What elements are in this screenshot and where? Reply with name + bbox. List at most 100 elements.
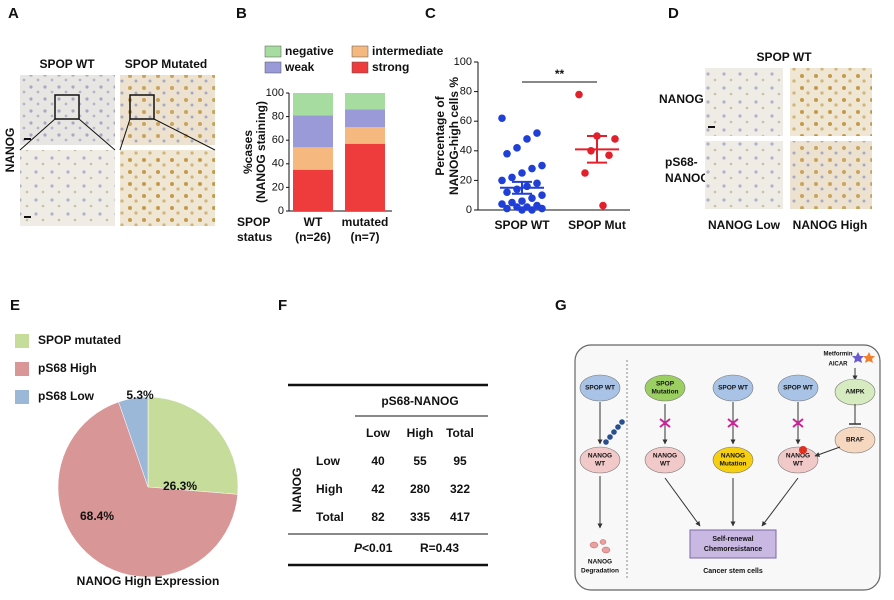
node-label: SPOP WT (585, 385, 615, 392)
y-axis-label: NANOG-high cells % (447, 77, 461, 195)
cell: 322 (450, 482, 470, 496)
cell: 42 (371, 482, 385, 496)
y-tick-label: 80 (460, 86, 472, 98)
bar-segment (345, 143, 385, 211)
row-label: NANOG (659, 92, 704, 106)
panel-label: A (8, 5, 19, 22)
fragments (589, 539, 611, 554)
y-tick-label: 0 (278, 205, 284, 217)
point (528, 164, 536, 173)
panel-d: SPOP WT NANOG pS68- NANOG NANOG Low NANO… (659, 50, 872, 232)
node-label: WT (595, 461, 605, 468)
y-tick-label: 40 (460, 145, 472, 157)
bar-segment (293, 115, 333, 148)
point (508, 173, 516, 182)
cell: 55 (413, 454, 427, 468)
x-tick-label: mutated (342, 215, 389, 229)
point (611, 135, 619, 143)
node-label: SPOP WT (718, 385, 748, 392)
cell: 280 (410, 482, 430, 496)
caption: Cancer stem cells (703, 568, 763, 575)
cell: 335 (410, 510, 430, 524)
y-tick-label: 20 (460, 174, 472, 186)
scale-bar (24, 216, 31, 218)
x-tick-sublabel: (n=7) (350, 230, 379, 244)
data-label: 26.3% (163, 479, 197, 493)
bar-segment (345, 127, 385, 144)
cell: 417 (450, 510, 470, 524)
point (575, 90, 583, 99)
bar-segment (293, 93, 333, 116)
outcome-box (689, 529, 777, 559)
ubiquitin-chain (603, 419, 625, 445)
panel-label: G (555, 297, 567, 314)
micrograph (790, 141, 872, 209)
micrograph (20, 150, 115, 226)
point (518, 206, 526, 214)
point (518, 169, 526, 177)
point (538, 161, 546, 170)
scale-bar (708, 126, 715, 128)
y-axis-label: (NANOG staining) (254, 101, 268, 203)
outcome-label: Chemoresistance (704, 546, 762, 553)
x-tick-label: WT (304, 215, 323, 229)
legend-swatch (264, 45, 282, 58)
r-value: R=0.43 (420, 541, 459, 555)
node (579, 446, 621, 474)
phospho (799, 446, 807, 454)
node (834, 426, 876, 454)
point (503, 188, 511, 197)
point (498, 114, 506, 123)
x-tick-sublabel: (n=26) (295, 230, 331, 244)
node-label: AMPK (845, 389, 864, 396)
degradation-label: Degradation (581, 568, 619, 575)
node (644, 374, 686, 402)
row-label: NANOG (3, 128, 17, 173)
diagram: Metformin AICAR SPOP WTSPOPMutationSPOP … (574, 344, 881, 591)
node (579, 374, 621, 402)
annotation: ** (555, 67, 565, 81)
panel-a: SPOP WT SPOP Mutated NANOG (3, 57, 216, 226)
y-tick-label: 100 (454, 56, 472, 68)
point (518, 197, 526, 205)
node-label: NANOG (786, 453, 810, 460)
row-label: pS68- (665, 155, 698, 169)
row-group: NANOG (290, 468, 304, 513)
p-symbol: P (354, 541, 363, 555)
point (498, 176, 506, 185)
micrograph (705, 68, 783, 136)
point (503, 149, 511, 158)
column-label: SPOP Mutated (125, 57, 207, 71)
panel-title: SPOP WT (756, 50, 812, 64)
column-label: NANOG Low (708, 218, 781, 232)
micrograph (20, 75, 115, 145)
block-marks (659, 418, 804, 428)
bar-segment (293, 169, 333, 211)
node-label: NANOG (653, 453, 677, 460)
x-tick-label: SPOP WT (494, 218, 550, 232)
table: pS68-NANOG Low High Total NANOG Low 40 55 9… (288, 383, 488, 567)
legend-label: pS68 High (38, 361, 97, 375)
node-label: SPOP (656, 381, 675, 388)
row-label: NANOG (665, 171, 710, 185)
drug-label: AICAR (829, 362, 849, 368)
bar-segment (345, 93, 385, 110)
legend-swatch (351, 45, 369, 58)
outcome-label: Self-renewal (712, 536, 753, 543)
point (599, 201, 607, 210)
zoom-box (54, 94, 80, 120)
node-label: WT (793, 461, 803, 468)
legend-label: intermediate (372, 44, 444, 58)
point (605, 151, 613, 160)
point (528, 206, 536, 214)
row-label: Low (316, 454, 341, 468)
cell: 82 (371, 510, 385, 524)
cell: 40 (371, 454, 385, 468)
node (644, 446, 686, 474)
point (533, 179, 541, 188)
panel-label: C (425, 5, 436, 22)
zoom-line (78, 118, 116, 151)
node (712, 374, 754, 402)
